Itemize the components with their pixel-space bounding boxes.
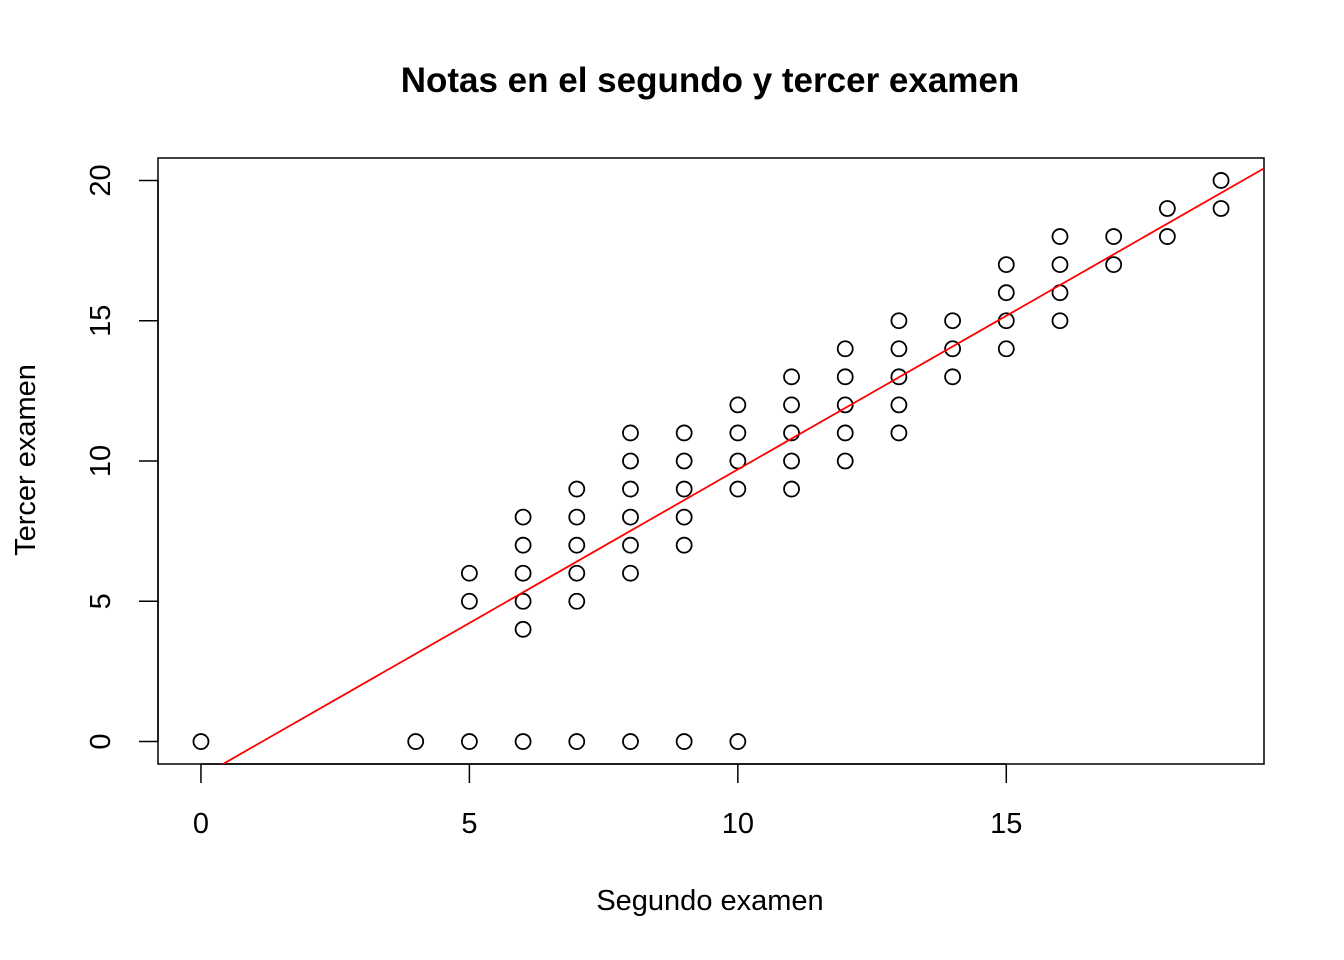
x-axis: 0 5 10 15: [193, 763, 1022, 840]
data-point: [729, 480, 747, 498]
data-point: [729, 424, 747, 442]
data-point: [514, 733, 532, 750]
data-point: [675, 424, 693, 442]
y-tick-label: 20: [85, 164, 117, 196]
y-tick-label: 15: [85, 305, 117, 337]
data-point: [622, 424, 639, 442]
y-axis: 0 5 10 15 20: [85, 164, 159, 750]
data-point: [622, 452, 639, 470]
data-point: [836, 368, 854, 386]
data-point: [944, 312, 962, 330]
chart-title: Notas en el segundo y tercer examen: [401, 61, 1020, 100]
data-point: [192, 733, 210, 750]
data-point: [836, 396, 854, 414]
data-point: [514, 508, 532, 526]
data-point: [460, 733, 478, 750]
data-point: [729, 396, 747, 414]
data-point: [568, 536, 586, 554]
data-point: [1212, 172, 1230, 189]
data-point: [783, 396, 800, 414]
data-point: [568, 508, 586, 526]
data-point: [997, 340, 1015, 358]
data-point: [944, 340, 962, 358]
regression-line: [221, 167, 1264, 764]
data-point: [460, 564, 478, 582]
data-point: [890, 424, 908, 442]
data-point: [514, 564, 532, 582]
data-point: [783, 368, 800, 386]
data-point: [836, 340, 854, 358]
data-point: [890, 340, 908, 358]
data-point: [1158, 228, 1176, 245]
data-point: [944, 368, 962, 386]
y-tick-label: 0: [85, 733, 117, 749]
data-point: [568, 733, 586, 750]
y-tick-label: 5: [85, 593, 117, 609]
data-point: [622, 564, 639, 582]
data-point: [568, 592, 586, 610]
data-point: [783, 424, 800, 442]
data-point: [460, 592, 478, 610]
data-point: [997, 256, 1015, 274]
data-point: [675, 508, 693, 526]
data-point: [890, 312, 908, 330]
x-tick-label: 10: [722, 808, 754, 840]
data-point: [622, 508, 639, 526]
data-point: [783, 452, 800, 470]
data-point: [675, 480, 693, 498]
data-point: [1212, 200, 1230, 217]
data-point: [622, 733, 639, 750]
data-point: [1105, 256, 1123, 274]
x-tick-label: 0: [193, 808, 209, 840]
data-point: [514, 592, 532, 610]
data-point: [568, 564, 586, 582]
y-tick-label: 10: [85, 445, 117, 477]
data-point: [836, 424, 854, 442]
data-point: [675, 536, 693, 554]
data-point: [1051, 228, 1069, 245]
x-axis-label: Segundo examen: [596, 885, 823, 917]
data-point: [568, 480, 586, 498]
points-layer: [192, 172, 1230, 750]
data-point: [1158, 200, 1176, 217]
y-axis-label: Tercer examen: [10, 364, 42, 556]
data-point: [890, 368, 908, 386]
data-point: [622, 536, 639, 554]
data-point: [514, 536, 532, 554]
data-point: [622, 480, 639, 498]
data-point: [890, 396, 908, 414]
data-point: [783, 480, 800, 498]
data-point: [997, 284, 1015, 302]
data-point: [514, 620, 532, 638]
data-point: [407, 733, 425, 750]
data-point: [836, 452, 854, 470]
data-point: [729, 733, 747, 750]
x-tick-label: 15: [990, 808, 1022, 840]
data-point: [675, 452, 693, 470]
data-point: [1051, 256, 1069, 274]
regression-line-layer: [221, 167, 1264, 764]
plot-frame: [157, 157, 1265, 765]
data-point: [675, 733, 693, 750]
data-point: [1105, 228, 1123, 245]
x-tick-label: 5: [461, 808, 477, 840]
data-point: [1051, 312, 1069, 330]
